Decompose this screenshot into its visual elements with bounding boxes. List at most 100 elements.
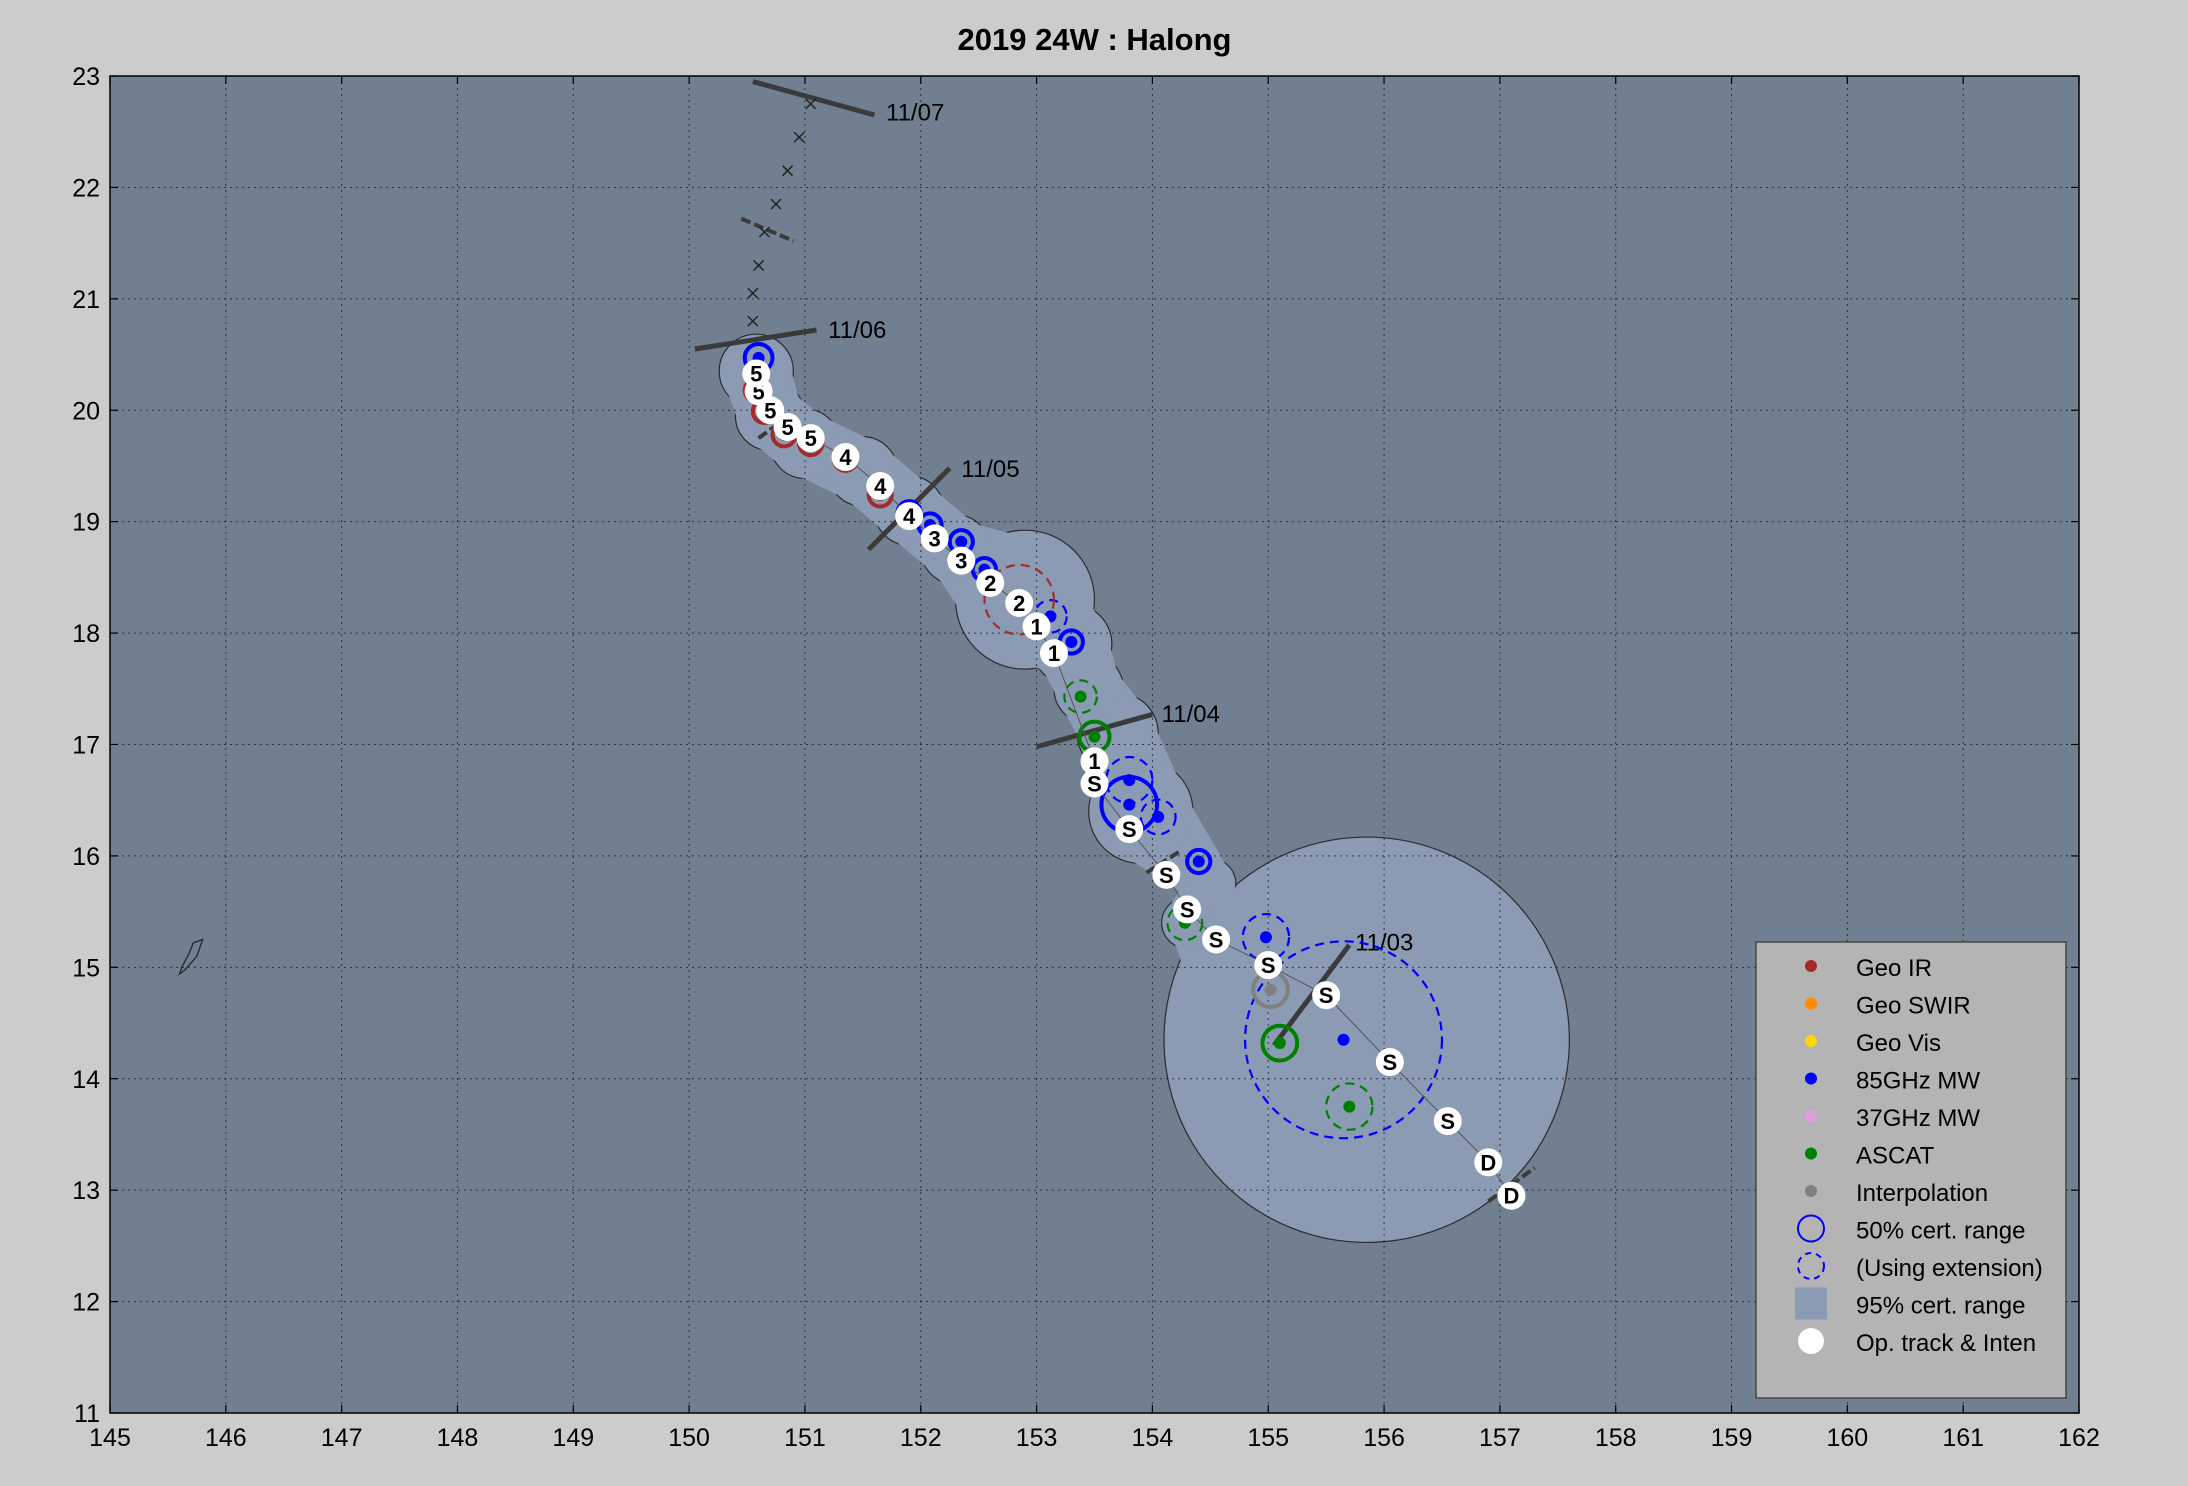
op-track-dot [1433,1107,1462,1136]
op-track-label: 5 [781,415,793,440]
legend-marker [1795,1287,1827,1320]
op-track-label: S [1440,1109,1455,1134]
forecast-point [758,226,770,238]
fix-dot [1123,774,1136,787]
op-track-label: 4 [903,504,916,529]
x-tick-label: 158 [1595,1424,1637,1452]
legend-label: Geo Vis [1856,1030,1941,1057]
legend-label: Geo SWIR [1856,993,1971,1020]
y-tick-label: 13 [72,1177,100,1205]
op-track-label: 1 [1048,641,1060,666]
fix-dot [1065,635,1078,648]
op-track-label: 5 [750,361,762,386]
x-tick-label: 153 [1016,1424,1058,1452]
op-track-dot [742,359,771,388]
op-track-dot [1080,747,1109,776]
fix-dot [1337,1033,1350,1046]
y-tick-label: 21 [72,286,100,314]
op-track-label: 5 [764,398,776,423]
x-tick-label: 152 [900,1424,942,1452]
op-track-dot [895,502,924,531]
op-track-dot [831,443,860,472]
forecast-point [805,98,817,110]
op-track-label: 2 [1013,591,1025,616]
y-tick-label: 22 [72,174,100,202]
legend-marker [1805,1185,1817,1197]
op-track-dot [1005,589,1034,618]
x-tick-label: 150 [668,1424,710,1452]
legend-label: (Using extension) [1856,1255,2043,1282]
op-track-label: 5 [805,426,817,451]
y-tick-label: 23 [72,63,100,91]
fix-circle [1185,847,1213,876]
legend-label: 95% cert. range [1856,1293,2025,1320]
date-label: 11/04 [1162,701,1220,728]
x-tick-label: 146 [205,1424,247,1452]
op-track-label: 3 [929,526,941,551]
x-tick-label: 161 [1942,1424,1984,1452]
forecast-point [793,131,805,143]
fix-dot [1264,983,1277,996]
island-outline [178,938,204,977]
date-tick-line [694,327,817,352]
op-track-label: S [1159,863,1174,888]
x-tick-label: 148 [437,1424,479,1452]
op-track-dot [1497,1181,1526,1210]
op-track-label: S [1261,953,1276,978]
legend-label: ASCAT [1856,1143,1935,1170]
x-tick-label: 154 [1132,1424,1174,1452]
op-track-label: 4 [839,445,852,470]
op-track-dot [920,524,949,553]
legend-marker [1805,960,1817,972]
x-tick-label: 162 [2058,1424,2100,1452]
x-tick-label: 147 [321,1424,363,1452]
legend-label: 85GHz MW [1856,1068,1980,1095]
op-track-label: D [1480,1150,1496,1175]
fix-dot [1343,1100,1356,1113]
legend-marker [1797,1214,1825,1243]
op-track-dot [1202,925,1231,954]
op-track-label: S [1383,1050,1398,1075]
y-tick-label: 19 [72,509,100,537]
op-track-dot [1022,612,1051,641]
fix-dashed-circle [983,563,1056,636]
legend-label: 37GHz MW [1856,1105,1980,1132]
op-track-label: D [1504,1184,1520,1209]
date-label: 11/07 [886,100,944,127]
chart-title: 2019 24W : Halong [958,22,1232,57]
op-track-label: 4 [874,474,887,499]
x-axis-ticks: 145 146 147 148 149 150 151 152 153 154 155 156 157 1… [89,76,2100,1452]
op-track-dot [1474,1148,1503,1177]
op-track-label: S [1087,771,1102,796]
op-track-dot [1115,815,1144,844]
legend-marker [1798,1328,1824,1354]
op-track-dot [866,472,895,501]
op-track-dot [796,424,825,453]
y-tick-label: 14 [72,1066,100,1094]
fix-dot [955,535,968,548]
legend-marker [1805,1110,1817,1122]
grid-lines [110,76,2079,1413]
y-tick-label: 12 [72,1289,100,1317]
legend-marker [1805,1147,1817,1160]
op-track-dot [1080,769,1109,798]
legend-marker [1805,1072,1817,1085]
op-track-label: S [1209,927,1224,952]
x-tick-label: 157 [1479,1424,1521,1452]
x-tick-label: 160 [1826,1424,1868,1452]
op-track-dot [947,546,976,575]
legend-label: Op. track & Inten [1856,1330,2036,1357]
fix-dot [1259,931,1272,944]
op-track-label: 3 [955,549,967,574]
y-tick-label: 11 [74,1400,100,1428]
fix-dashed-circle [1325,1082,1374,1131]
op-track-label: S [1180,897,1195,922]
op-track-label: 2 [984,571,996,596]
fix-dot [1123,798,1136,811]
forecast-point [753,259,765,271]
op-track-dot [1173,895,1202,924]
cone-fill [1090,760,1192,862]
op-track-label: S [1122,817,1137,842]
